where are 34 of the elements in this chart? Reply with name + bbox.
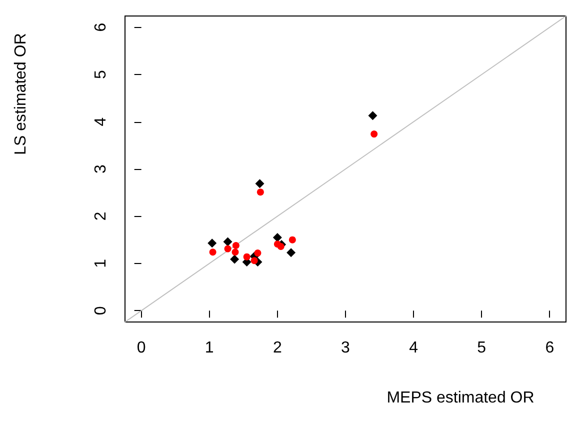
point (368, 111, 378, 120)
x-tick-label: 2 (272, 340, 282, 356)
y-tick-label: 5 (92, 70, 110, 80)
point (370, 130, 378, 138)
y-axis-title: LS estimated OR (12, 33, 30, 155)
point (209, 248, 216, 256)
y-tick-label: 6 (92, 22, 110, 32)
point (250, 257, 258, 264)
x-tick-label: 0 (136, 340, 146, 356)
point (224, 245, 232, 252)
point (255, 179, 264, 188)
y-tick-label: 2 (92, 212, 110, 221)
point (277, 242, 284, 250)
x-tick-label: 3 (341, 340, 350, 356)
point (232, 248, 239, 256)
x-tick-label: 1 (204, 340, 214, 356)
point (288, 236, 296, 244)
x-tick-label: 4 (409, 340, 418, 356)
point (272, 232, 282, 242)
point (223, 237, 232, 246)
point (286, 248, 296, 258)
x-tick-label: 5 (477, 340, 486, 356)
y-tick-label: 0 (92, 306, 110, 316)
point (230, 254, 240, 264)
y-tick-label: 4 (92, 117, 110, 126)
y-tick-label: 3 (92, 164, 110, 174)
point (256, 188, 264, 196)
point (208, 238, 217, 248)
x-axis-title: MEPS estimated OR (386, 390, 534, 406)
point (254, 250, 262, 257)
point (243, 253, 250, 260)
x-tick-label: 6 (545, 340, 554, 356)
y-tick-label: 1 (92, 258, 110, 268)
point (232, 242, 240, 249)
